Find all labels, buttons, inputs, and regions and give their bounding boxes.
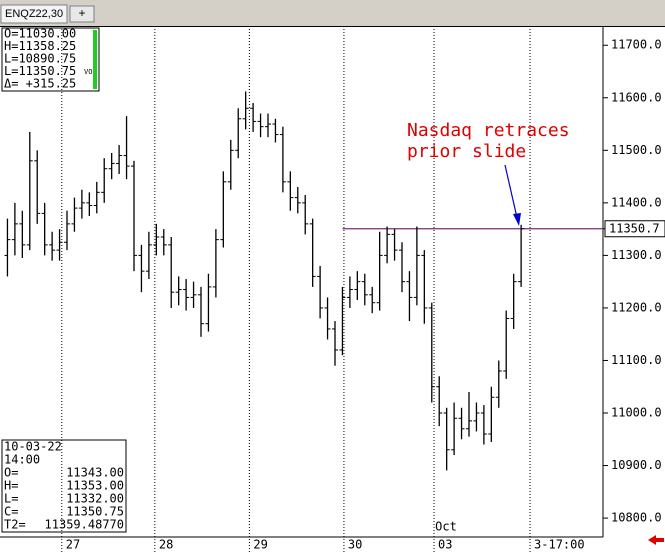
y-tick-label: 11600.0: [611, 90, 662, 104]
y-tick-label: 11400.0: [611, 195, 662, 209]
data-value: 11353.00: [66, 479, 124, 493]
data-key: C=: [4, 505, 18, 519]
y-tick-label: 10900.0: [611, 458, 662, 472]
data-key: T2=: [4, 518, 26, 532]
data-key: L=: [4, 492, 18, 506]
y-tick-label: 11500.0: [611, 143, 662, 157]
annotation-arrow: [504, 164, 519, 223]
data-key: H=: [4, 479, 18, 493]
data-key: O=: [4, 466, 18, 480]
last-price-label: 11350.7: [609, 221, 660, 235]
x-tick-label: 29: [253, 538, 267, 552]
x-tick-label: 27: [66, 538, 80, 552]
add-tab-label: +: [78, 6, 85, 20]
last-price-box: [604, 220, 665, 238]
data-key: 10-03-22: [4, 440, 62, 454]
x-tick-label: 30: [348, 538, 362, 552]
y-tick-label: 11000.0: [611, 406, 662, 420]
annotation: Nasdaq retraces: [407, 120, 570, 141]
scroll-arrow[interactable]: [648, 535, 664, 545]
add-tab[interactable]: [69, 5, 95, 23]
info-indicator: [93, 30, 97, 89]
info-line: O=11030.00: [4, 27, 76, 41]
x-tick-label: 28: [159, 538, 173, 552]
info-line: L=11350.75: [4, 64, 76, 78]
annotation: prior slide: [407, 141, 526, 162]
info-line: Δ= +315.25: [4, 77, 76, 91]
y-tick-label: 11200.0: [611, 300, 662, 314]
tab[interactable]: [0, 4, 68, 24]
info-line: H=11358.25: [4, 39, 76, 53]
data-value: 11359.48770: [45, 518, 124, 532]
annotation-arrowhead: [513, 213, 521, 226]
month-label: Oct: [435, 520, 457, 534]
y-tick-label: 11100.0: [611, 353, 662, 367]
tab-bar: [0, 0, 665, 26]
y-tick-label: 11700.0: [611, 38, 662, 52]
info-tag: VO: [84, 68, 92, 76]
y-tick-label: 10800.0: [611, 511, 662, 525]
info-line: L=10890.75: [4, 52, 76, 66]
x-tick-label: 03: [438, 538, 452, 552]
data-value: 11343.00: [66, 466, 124, 480]
y-tick-label: 11300.0: [611, 248, 662, 262]
data-key: 14:00: [4, 453, 40, 467]
data-window: [1, 439, 127, 533]
info-box: [1, 27, 100, 92]
data-value: 11350.75: [66, 505, 124, 519]
x-tick-label: 3-17:00: [534, 538, 585, 552]
data-value: 11332.00: [66, 492, 124, 506]
tab-label: ENQZ22,30: [5, 8, 63, 20]
